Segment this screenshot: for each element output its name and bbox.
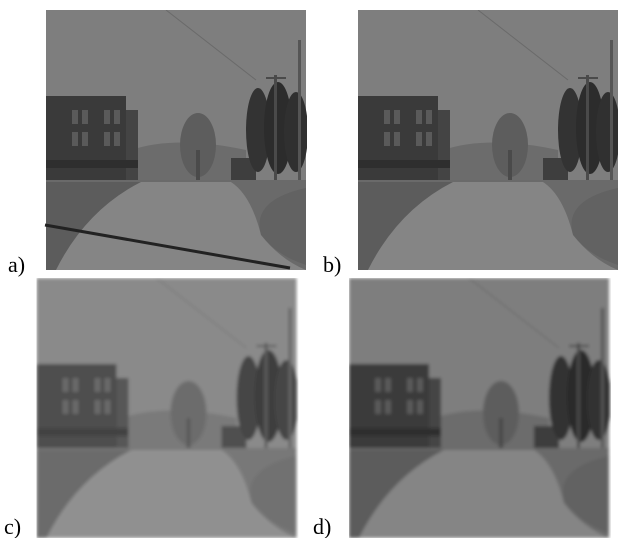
figure-canvas: a) b) c) d) [0,0,618,538]
panel-label: d) [313,514,331,538]
page: {"panels": [{"label": "a)"}, {"label": "… [0,0,618,538]
photo-d [349,278,611,538]
panel-label: c) [4,514,21,538]
photo-b [358,10,618,270]
panel-label: a) [8,252,25,277]
photo-c [37,278,299,538]
figure: a) b) c) d) (() => { const data = JSON.p… [0,0,618,538]
panel-label: b) [323,252,341,277]
